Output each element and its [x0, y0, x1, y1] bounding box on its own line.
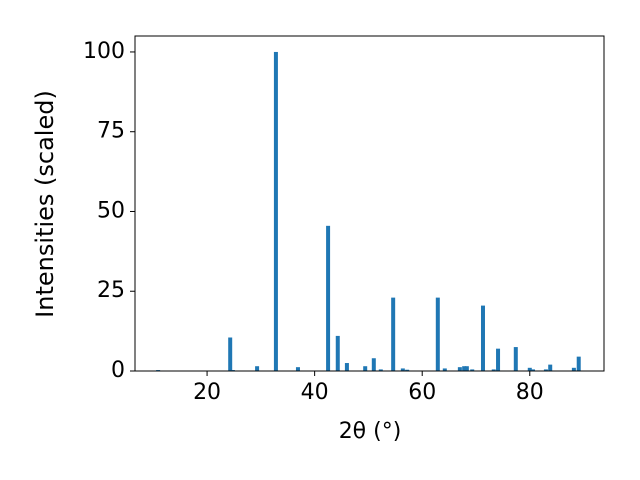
bar — [435, 297, 440, 371]
y-tick-label: 0 — [111, 358, 125, 383]
y-tick-label: 50 — [97, 198, 125, 223]
bar — [543, 369, 548, 371]
x-tick-label: 80 — [516, 380, 544, 405]
y-tick-label: 100 — [83, 39, 125, 64]
bar — [363, 366, 368, 371]
bar — [442, 368, 447, 371]
y-tick-label: 75 — [97, 119, 125, 144]
bar — [335, 335, 340, 371]
bar — [491, 369, 496, 371]
bar — [464, 366, 469, 371]
x-axis-label: 2θ (°) — [339, 419, 402, 444]
bar — [496, 348, 501, 371]
bar — [527, 367, 532, 371]
bar — [405, 369, 410, 371]
bar — [576, 356, 581, 371]
x-tick-label: 20 — [193, 380, 221, 405]
bar — [480, 305, 485, 371]
y-tick-label: 25 — [97, 278, 125, 303]
x-tick-label: 40 — [301, 380, 329, 405]
bar — [400, 368, 405, 371]
bar — [255, 366, 260, 371]
bar — [378, 369, 383, 371]
bar — [548, 364, 553, 371]
bar — [295, 367, 300, 371]
bar — [531, 369, 536, 371]
bar — [273, 51, 278, 371]
x-tick-label: 60 — [408, 380, 436, 405]
y-axis-label: Intensities (scaled) — [31, 90, 59, 318]
bar — [470, 369, 475, 371]
bar — [513, 347, 518, 371]
bar — [344, 363, 349, 371]
bar — [326, 225, 331, 371]
bar — [371, 358, 376, 371]
bar — [457, 367, 462, 371]
plot-frame — [134, 35, 605, 372]
bar — [391, 297, 396, 371]
bar — [462, 366, 467, 371]
bar — [228, 337, 233, 371]
bar — [571, 367, 576, 371]
